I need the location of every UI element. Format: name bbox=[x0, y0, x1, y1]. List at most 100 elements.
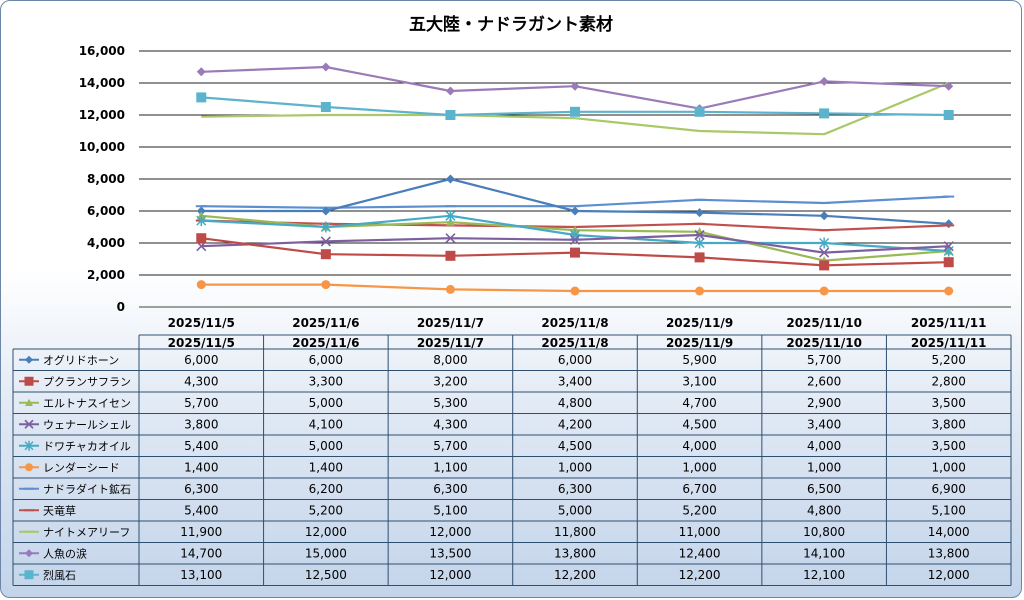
data-point bbox=[569, 234, 581, 245]
table-cell: 5,400 bbox=[184, 503, 218, 517]
table-cell: 12,000 bbox=[305, 525, 347, 539]
data-point bbox=[819, 108, 830, 119]
data-point bbox=[320, 249, 331, 260]
table-cell: 1,400 bbox=[184, 460, 218, 474]
table-cell: 3,300 bbox=[309, 374, 343, 388]
table-cell: 3,500 bbox=[932, 396, 966, 410]
data-point bbox=[445, 210, 456, 222]
table-cell: 15,000 bbox=[305, 546, 347, 560]
data-point bbox=[445, 174, 455, 184]
table-cell: 5,400 bbox=[184, 439, 218, 453]
table-cell: 2,600 bbox=[807, 374, 841, 388]
table-cell: 5,100 bbox=[433, 503, 467, 517]
table-header-label: 2025/11/7 bbox=[417, 336, 484, 350]
legend-label: ナドラダイト鉱石 bbox=[43, 482, 131, 496]
table-cell: 5,000 bbox=[309, 439, 343, 453]
table-header-label: 2025/11/9 bbox=[666, 336, 733, 350]
table-cell: 1,000 bbox=[558, 460, 592, 474]
table-cell: 5,700 bbox=[184, 396, 218, 410]
series-8 bbox=[201, 81, 950, 136]
data-point bbox=[694, 106, 705, 117]
table-cell: 13,500 bbox=[429, 546, 471, 560]
table-cell: 6,200 bbox=[309, 482, 343, 496]
table-cell: 6,000 bbox=[558, 353, 592, 367]
table-cell: 1,400 bbox=[309, 460, 343, 474]
data-point bbox=[24, 376, 34, 386]
table-cell: 5,700 bbox=[433, 439, 467, 453]
table-cell: 4,200 bbox=[558, 417, 592, 431]
y-tick-label: 2,000 bbox=[87, 268, 125, 282]
data-point bbox=[321, 62, 331, 72]
table-cell: 1,000 bbox=[807, 460, 841, 474]
y-axis-ticks: 0 2,000 4,000 6,000 8,000 10,000 12,000 14,000 1… bbox=[79, 44, 125, 314]
data-point bbox=[24, 570, 34, 580]
data-point bbox=[819, 247, 830, 258]
table-cell: 3,400 bbox=[558, 374, 592, 388]
data-point bbox=[320, 102, 331, 112]
table-cell: 5,000 bbox=[309, 396, 343, 410]
table-cell: 3,800 bbox=[932, 417, 966, 431]
table-cell: 1,100 bbox=[433, 460, 467, 474]
table-cell: 11,000 bbox=[679, 525, 721, 539]
y-tick-label: 12,000 bbox=[79, 108, 125, 122]
table-header-label: 2025/11/10 bbox=[786, 336, 862, 350]
table-cell: 5,900 bbox=[682, 353, 716, 367]
x-tick-label: 2025/11/5 bbox=[168, 316, 235, 330]
chart-title: 五大陸・ナドラガント素材 bbox=[409, 14, 613, 35]
table-header-label: 2025/11/6 bbox=[292, 336, 359, 350]
x-tick-label: 2025/11/9 bbox=[666, 316, 733, 330]
table-cell: 12,500 bbox=[305, 568, 347, 582]
table-cell: 12,100 bbox=[803, 568, 845, 582]
data-point bbox=[445, 284, 455, 294]
table-cell: 4,300 bbox=[184, 374, 218, 388]
table-cell: 6,300 bbox=[433, 482, 467, 496]
data-point bbox=[943, 241, 954, 252]
table-cell: 4,800 bbox=[807, 503, 841, 517]
table-cell: 4,000 bbox=[807, 439, 841, 453]
x-tick-label: 2025/11/10 bbox=[786, 316, 862, 330]
table-cell: 10,800 bbox=[803, 525, 845, 539]
table-cell: 3,500 bbox=[932, 439, 966, 453]
table-cell: 14,700 bbox=[180, 546, 222, 560]
data-point bbox=[321, 280, 331, 290]
table-cell: 12,400 bbox=[679, 546, 721, 560]
data-point bbox=[570, 206, 580, 216]
data-point bbox=[695, 208, 705, 218]
data-point bbox=[570, 106, 580, 117]
series-5 bbox=[196, 280, 954, 296]
table-cell: 13,800 bbox=[928, 546, 970, 560]
table-cell: 6,700 bbox=[682, 482, 716, 496]
table-header-label: 2025/11/8 bbox=[541, 336, 608, 350]
table-cell: 4,500 bbox=[682, 417, 716, 431]
table-cell: 12,200 bbox=[679, 568, 721, 582]
table-cell: 12,200 bbox=[554, 568, 596, 582]
x-tick-label: 2025/11/6 bbox=[292, 316, 359, 330]
series-10 bbox=[196, 92, 954, 120]
table-cell: 6,000 bbox=[184, 353, 218, 367]
legend-label: 天竜草 bbox=[43, 503, 76, 517]
data-point bbox=[944, 81, 954, 91]
x-tick-label: 2025/11/11 bbox=[911, 316, 987, 330]
table-cell: 14,100 bbox=[803, 546, 845, 560]
table-cell: 5,300 bbox=[433, 396, 467, 410]
y-tick-label: 10,000 bbox=[79, 140, 125, 154]
table-cell: 11,900 bbox=[180, 525, 222, 539]
table-cell: 4,500 bbox=[558, 439, 592, 453]
legend-label: ドワチャカオイル bbox=[43, 440, 131, 453]
data-point bbox=[819, 211, 829, 221]
data-point bbox=[819, 237, 830, 249]
table-cell: 12,000 bbox=[429, 525, 471, 539]
data-point bbox=[196, 206, 206, 216]
table-cell: 6,500 bbox=[807, 482, 841, 496]
data-point bbox=[25, 463, 33, 472]
table-cell: 5,200 bbox=[932, 353, 966, 367]
table-cell: 5,100 bbox=[932, 503, 966, 517]
data-point bbox=[24, 419, 34, 429]
x-tick-label: 2025/11/7 bbox=[417, 316, 484, 330]
table-cell: 6,300 bbox=[558, 482, 592, 496]
table-cell: 2,800 bbox=[932, 374, 966, 388]
data-point bbox=[694, 252, 705, 263]
table-cell: 1,000 bbox=[932, 460, 966, 474]
data-point bbox=[819, 286, 829, 296]
table-header-label: 2025/11/5 bbox=[168, 336, 235, 350]
